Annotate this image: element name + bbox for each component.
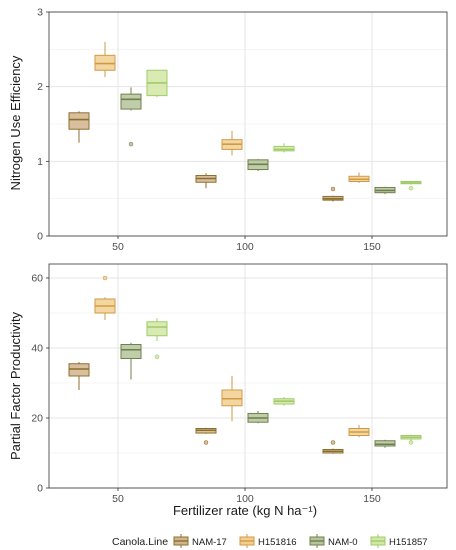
pfp-panel: 0 20 40 60 50 100 150: [31, 263, 448, 505]
nue-box-nam-0-100: [247, 159, 269, 172]
y-tick-label: 60: [31, 273, 43, 285]
pfp-box-h151857-50: [146, 318, 168, 359]
legend-label: NAM-17: [192, 537, 227, 548]
legend-item-h151857: H151857: [370, 534, 428, 548]
panel-border: [48, 263, 448, 489]
x-axis-label: Fertilizer rate (kg N ha⁻¹): [173, 503, 317, 518]
x-tick-label: 100: [236, 493, 254, 505]
nue-box-h151857-100: [273, 143, 295, 153]
outlier-point: [330, 440, 336, 445]
nue-box-h151816-50: [94, 41, 116, 77]
nue-box-nam-0-50: [120, 87, 142, 147]
outlier-point: [408, 440, 414, 445]
legend-title: Canola.Line: [112, 536, 168, 548]
nue-box-h151816-100: [221, 130, 243, 156]
x-tick-label: 100: [236, 241, 254, 253]
y-tick-label: 0: [37, 483, 43, 495]
outlier-point: [330, 186, 336, 192]
y-tick-label: 1: [37, 156, 43, 168]
legend-label: H151816: [258, 537, 297, 548]
nue-box-h151816-150: [348, 172, 370, 183]
outlier-point: [203, 440, 209, 445]
pfp-box-nam-17-50: [68, 362, 90, 390]
y-tick-label: 3: [37, 7, 43, 19]
nue-panel: 0 1 2 3 50 100 150: [37, 7, 448, 253]
pfp-box-h151816-50: [94, 275, 116, 320]
pfp-y-axis-label: Partial Factor Productivity: [8, 311, 23, 460]
y-tick-label: 40: [31, 343, 43, 355]
x-tick-label: 50: [112, 241, 124, 253]
nue-box-h151857-150: [400, 180, 422, 191]
iqr-box: [146, 321, 168, 337]
iqr-box: [68, 112, 90, 130]
iqr-box: [374, 440, 396, 447]
panel-border: [48, 11, 448, 237]
outlier-point: [102, 275, 108, 281]
pfp-box-nam-0-50: [120, 342, 142, 380]
y-tick-label: 20: [31, 413, 43, 425]
legend-label: H151857: [389, 537, 428, 548]
pfp-box-nam-17-150: [322, 440, 344, 454]
nue-box-nam-17-50: [68, 111, 90, 143]
nue-box-nam-17-150: [322, 186, 344, 202]
nue-box-nam-17-100: [195, 173, 217, 189]
outlier-point: [408, 185, 414, 191]
x-tick-label: 150: [363, 493, 381, 505]
iqr-box: [221, 389, 243, 407]
pfp-box-h151857-150: [400, 434, 422, 445]
y-tick-label: 2: [37, 81, 43, 93]
outlier-point: [128, 141, 134, 147]
pfp-box-nam-0-150: [374, 439, 396, 448]
legend: Canola.Line NAM-17 H151816 NAM-0 H151857: [112, 534, 428, 548]
x-tick-label: 150: [363, 241, 381, 253]
nue-box-h151857-50: [146, 69, 168, 98]
nue-box-nam-0-150: [374, 186, 396, 195]
y-tick-label: 0: [37, 231, 43, 243]
x-tick-label: 50: [112, 493, 124, 505]
pfp-box-nam-0-100: [247, 411, 269, 424]
pfp-box-h151857-100: [273, 397, 295, 406]
nue-y-axis-label: Nitrogen Use Efficiency: [8, 55, 23, 190]
outlier-point: [154, 354, 160, 359]
legend-item-nam-0: NAM-0: [309, 534, 358, 548]
pfp-box-h151816-100: [221, 376, 243, 422]
pfp-box-h151816-150: [348, 425, 370, 438]
pfp-box-nam-17-100: [195, 427, 217, 445]
legend-item-nam-17: NAM-17: [173, 534, 227, 548]
iqr-box: [68, 363, 90, 377]
iqr-box: [120, 93, 142, 110]
legend-label: NAM-0: [328, 537, 358, 548]
iqr-box: [120, 344, 142, 359]
legend-item-h151816: H151816: [239, 534, 297, 548]
